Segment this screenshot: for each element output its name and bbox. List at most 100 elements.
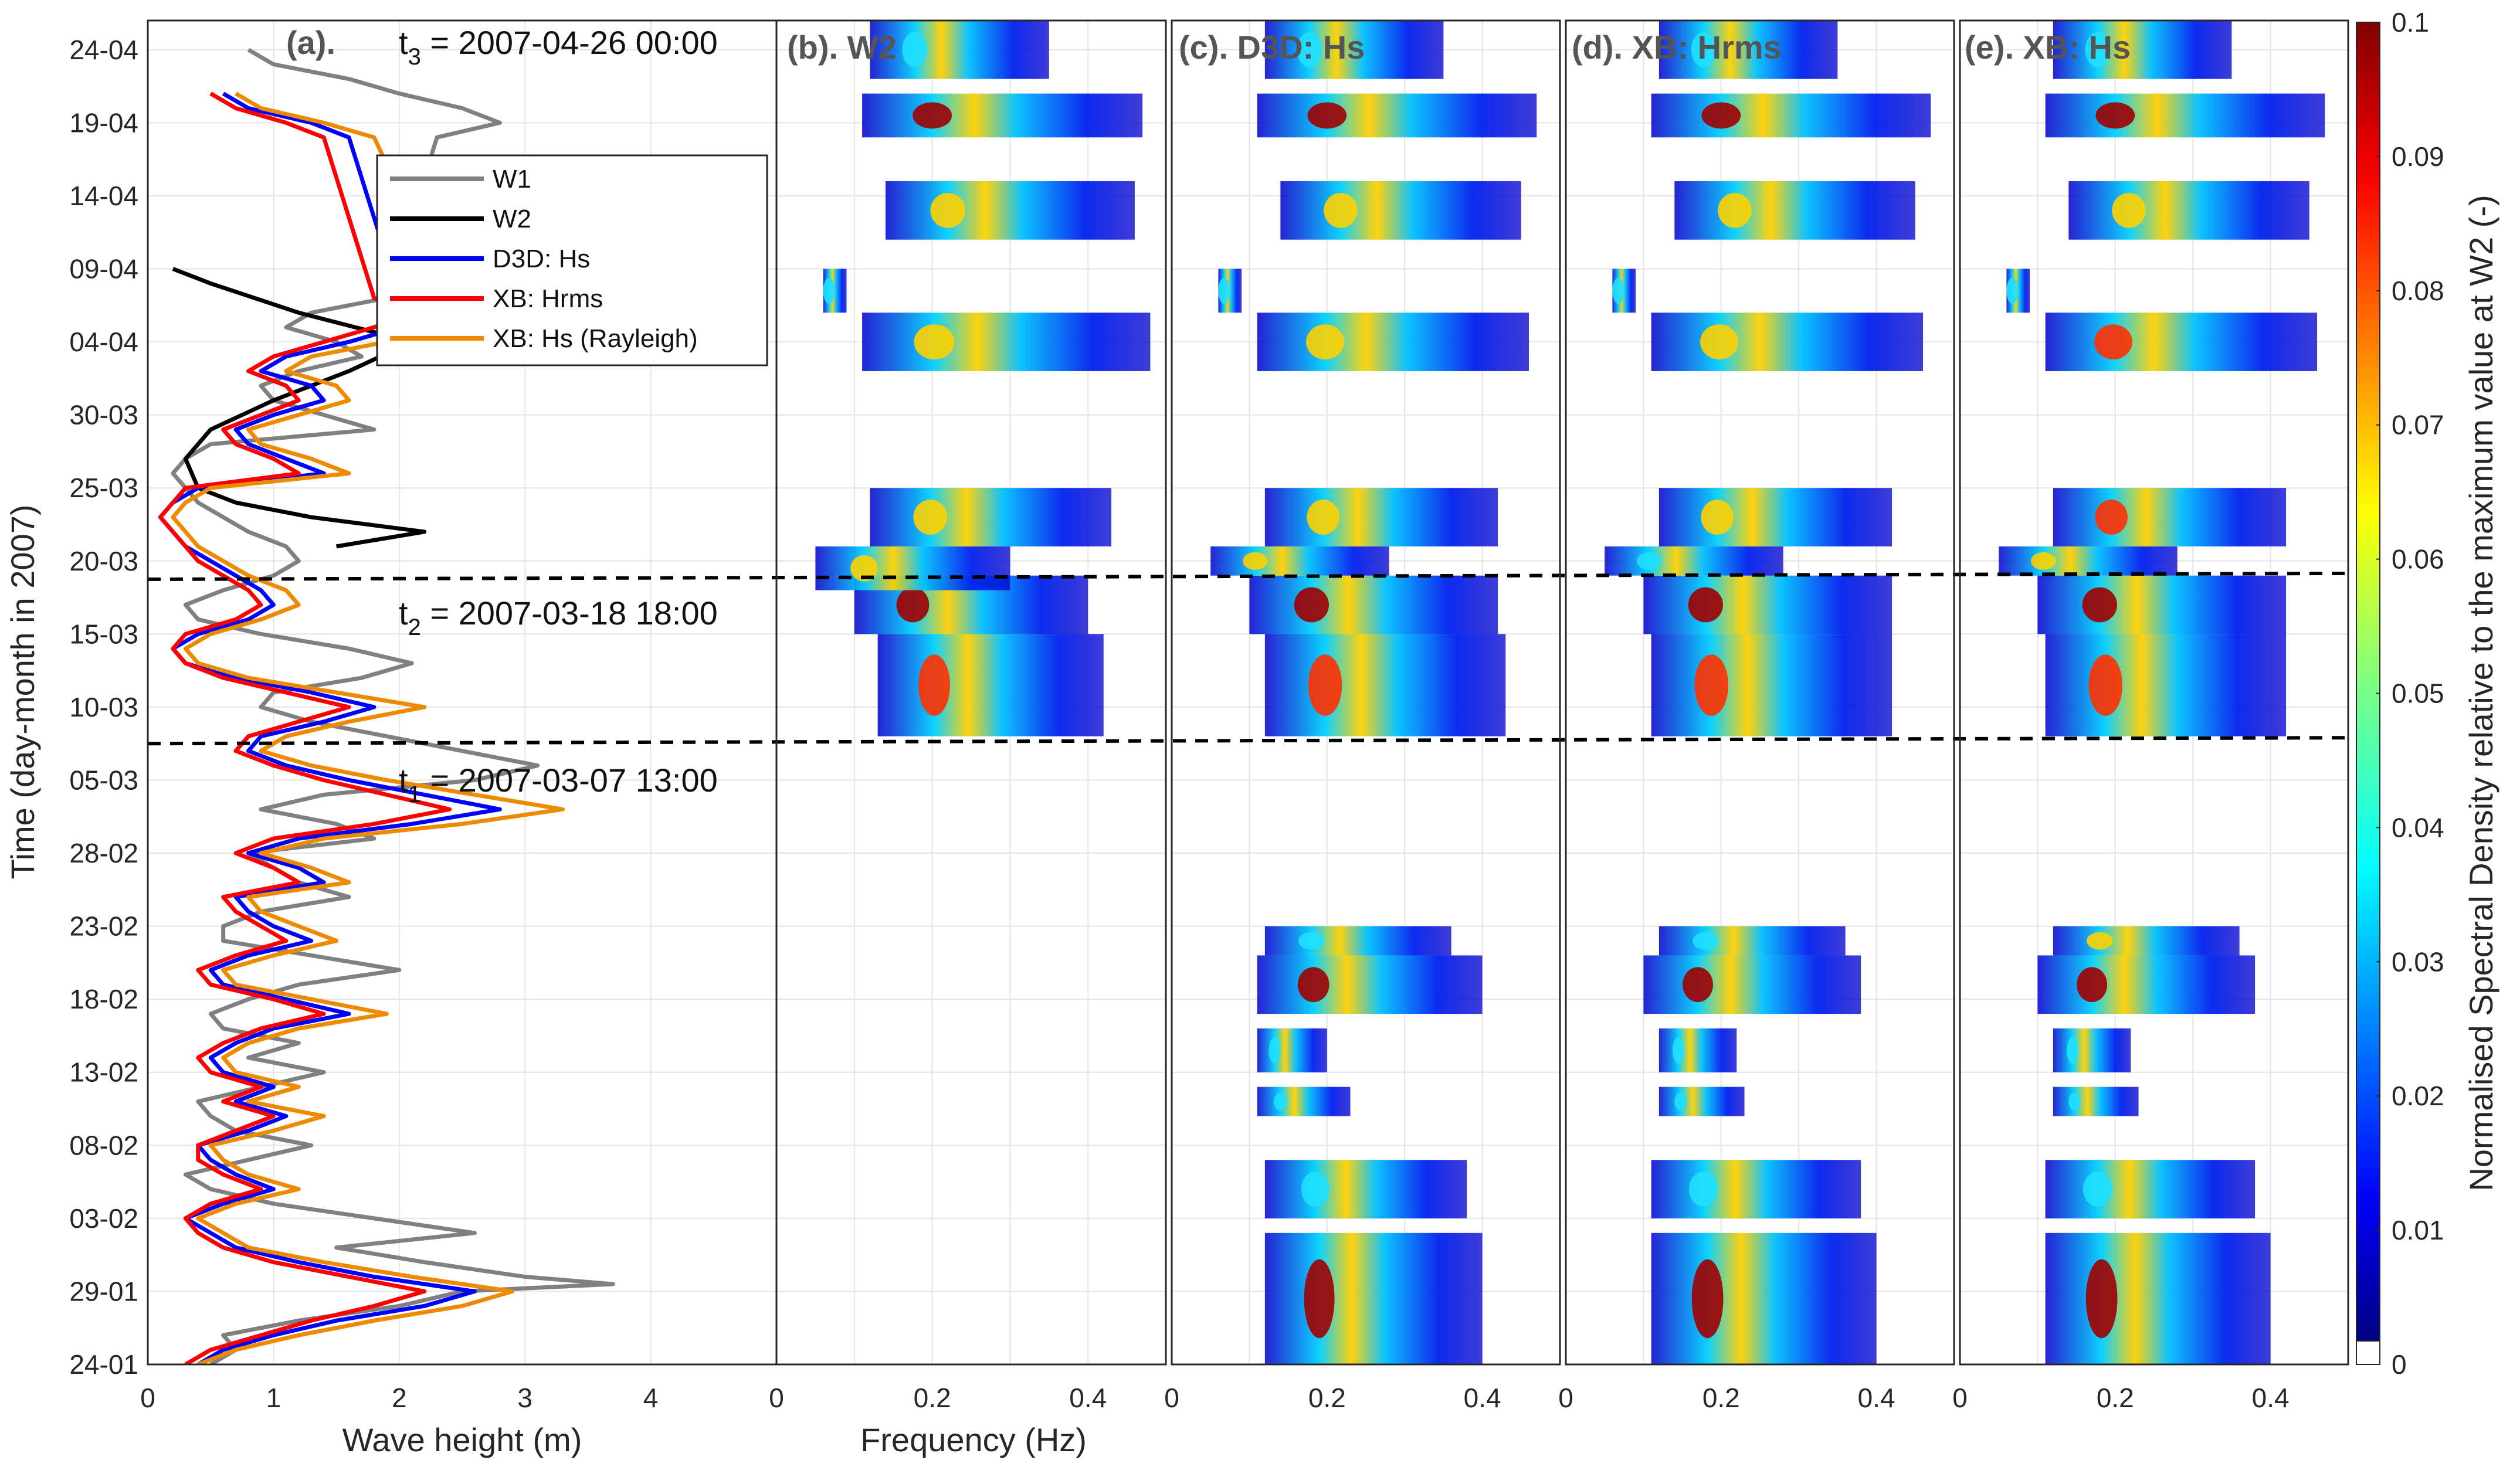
spectrum-peak bbox=[850, 555, 878, 582]
spectrum-peak bbox=[1700, 324, 1738, 359]
y-tick-label: 19-04 bbox=[69, 107, 138, 138]
y-tick-label: 09-04 bbox=[69, 254, 138, 284]
spectrum-peak bbox=[1324, 192, 1358, 228]
spectrum-block bbox=[870, 21, 1049, 79]
spectrum-peak bbox=[2006, 277, 2019, 304]
panel-title-e: (e). XB: Hs bbox=[1965, 29, 2131, 66]
spectrum-peak bbox=[1612, 277, 1624, 304]
annotation-t3: t3 = 2007-04-26 00:00 bbox=[399, 24, 718, 70]
x-tick-label-a: 2 bbox=[392, 1383, 407, 1413]
spectrum-peak bbox=[1691, 1259, 1724, 1339]
legend-label: D3D: Hs bbox=[493, 245, 590, 273]
spectrum-peak bbox=[930, 192, 965, 228]
y-tick-label: 08-02 bbox=[69, 1130, 138, 1160]
legend-label: W1 bbox=[493, 165, 531, 193]
series-line bbox=[158, 91, 502, 1364]
colorbar-label: Normalised Spectral Density relative to … bbox=[2463, 195, 2499, 1191]
spectrum-block bbox=[885, 181, 1135, 240]
spectrum-peak bbox=[1218, 277, 1230, 304]
colorbar-tick-label: 0.01 bbox=[2392, 1215, 2444, 1245]
spectrum-block bbox=[1658, 1028, 1737, 1072]
colorbar-tick-label: 0.09 bbox=[2392, 141, 2444, 172]
y-tick-label: 18-02 bbox=[69, 984, 138, 1014]
x-tick-label-freq: 0 bbox=[1952, 1383, 1968, 1413]
x-tick-label-freq: 0.2 bbox=[1702, 1383, 1740, 1413]
spectrum-block bbox=[1651, 93, 1931, 138]
spectrum-block bbox=[1658, 488, 1892, 546]
spectrum-block bbox=[1264, 488, 1498, 546]
colorbar-tick-label: 0.07 bbox=[2392, 410, 2444, 440]
series-line bbox=[171, 47, 615, 1364]
x-tick-label-a: 0 bbox=[140, 1383, 155, 1413]
colorbar-tick-label: 0.1 bbox=[2392, 7, 2429, 38]
y-tick-label: 28-02 bbox=[69, 838, 138, 868]
spectrum-peak bbox=[2094, 324, 2132, 359]
spectrum-block bbox=[2037, 955, 2256, 1014]
spectrum-block bbox=[1264, 926, 1451, 956]
legend-label: XB: Hs (Rayleigh) bbox=[493, 324, 698, 353]
annotation-t2: t2 = 2007-03-18 18:00 bbox=[399, 595, 718, 640]
spectrum-block bbox=[1643, 575, 1892, 634]
spectrum-block bbox=[1257, 313, 1529, 371]
spectrum-peak bbox=[1301, 1172, 1330, 1207]
spectrum-block bbox=[1210, 546, 1389, 576]
spectrum-block bbox=[1257, 93, 1537, 138]
spectrum-block bbox=[2053, 926, 2240, 956]
spectrum-block bbox=[1257, 1028, 1327, 1072]
spectrum-peak bbox=[1683, 967, 1714, 1003]
spectrum-block bbox=[1651, 1232, 1877, 1364]
spectrum-peak bbox=[1308, 654, 1342, 716]
spectrum-peak bbox=[1297, 967, 1329, 1003]
spectrum-peak bbox=[2087, 932, 2113, 950]
panel-frame bbox=[775, 19, 1167, 1366]
x-tick-label-freq: 0.4 bbox=[1464, 1383, 1501, 1413]
spectrum-block bbox=[1658, 21, 1838, 79]
spectrum-peak bbox=[2068, 1092, 2081, 1111]
spectrum-block bbox=[1674, 181, 1915, 240]
spectrum-peak bbox=[1274, 1092, 1287, 1111]
y-tick-label: 24-01 bbox=[69, 1349, 138, 1380]
series-line bbox=[172, 267, 427, 549]
spectrum-peak bbox=[2083, 1172, 2113, 1207]
x-tick-label-freq: 0.4 bbox=[1069, 1383, 1107, 1413]
spectrum-block bbox=[2068, 181, 2309, 240]
spectrum-peak bbox=[2085, 1259, 2118, 1339]
spectrum-peak bbox=[1307, 102, 1347, 129]
x-tick-label-freq: 0 bbox=[769, 1383, 784, 1413]
x-axis-label-a: Wave height (m) bbox=[342, 1421, 582, 1458]
spectrum-peak bbox=[2112, 192, 2146, 228]
spectrum-peak bbox=[1269, 1037, 1281, 1064]
colorbar: 0 0.01 0.02 0.03 0.04 0.05 0.06 0.07 0.08 0.09 0.1… bbox=[2356, 7, 2499, 1380]
svg-text:t2 = 2007-03-18 18:00: t2 = 2007-03-18 18:00 bbox=[399, 595, 718, 640]
spectrum-peak bbox=[1688, 587, 1723, 623]
spectrum-peak bbox=[823, 277, 835, 304]
y-tick-label: 04-04 bbox=[69, 327, 138, 357]
colorbar-tick-label: 0.04 bbox=[2392, 812, 2444, 843]
spectrum-peak bbox=[1307, 500, 1339, 535]
event-line bbox=[147, 571, 2349, 581]
spectrum-peak bbox=[2095, 102, 2135, 129]
spectrum-block bbox=[2053, 21, 2232, 79]
colorbar-tick-label: 0.08 bbox=[2392, 276, 2444, 306]
spectrum-block bbox=[1651, 1160, 1861, 1218]
spectrum-peak bbox=[2077, 967, 2108, 1003]
spectrum-peak bbox=[1674, 1092, 1687, 1111]
spectrum-peak bbox=[914, 324, 955, 359]
x-tick-label-freq: 0 bbox=[1164, 1383, 1179, 1413]
spectrum-peak bbox=[913, 500, 948, 535]
spectrum-peak bbox=[1297, 32, 1322, 67]
y-axis-label: Time (day-month in 2007) bbox=[4, 504, 41, 879]
svg-text:t1 = 2007-03-07 13:00: t1 = 2007-03-07 13:00 bbox=[399, 762, 718, 807]
spectrum-block bbox=[1264, 634, 1506, 736]
spectrum-peak bbox=[1701, 500, 1734, 535]
spectrum-peak bbox=[2066, 1037, 2078, 1064]
spectrum-peak bbox=[2082, 587, 2117, 623]
spectrum-block bbox=[862, 313, 1151, 371]
spectrum-block bbox=[1280, 181, 1521, 240]
panel-frame bbox=[1171, 19, 1561, 1366]
spectrum-block bbox=[1658, 926, 1846, 956]
spectrum-peak bbox=[918, 654, 950, 716]
panel-frame bbox=[1959, 19, 2349, 1366]
spectrum-block bbox=[2045, 1232, 2271, 1364]
